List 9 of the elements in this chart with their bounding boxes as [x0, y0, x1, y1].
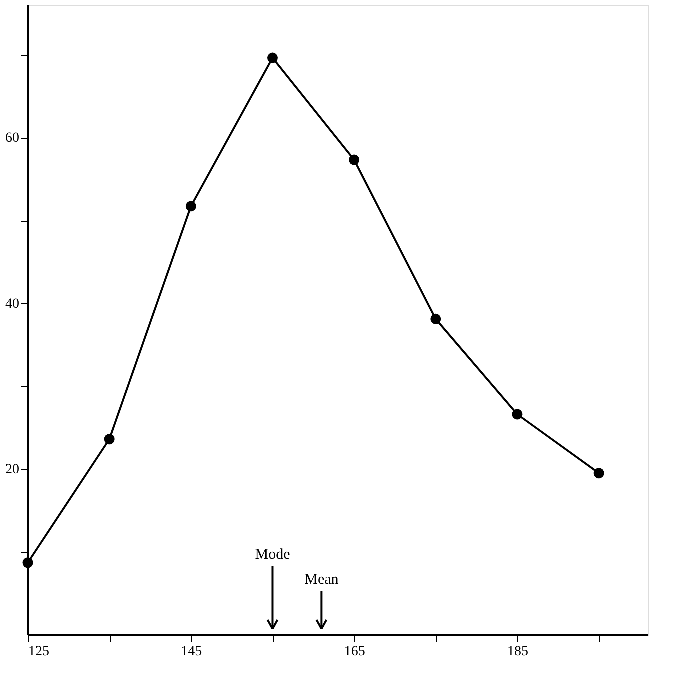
x-tick-label: 145: [181, 644, 202, 660]
y-tick-label: 20: [6, 462, 20, 478]
y-tick-label: 60: [6, 131, 20, 146]
ref-line-label: Mode: [255, 547, 291, 563]
x-tick-label: 165: [344, 644, 366, 660]
y-tick-label: 40: [6, 296, 20, 312]
x-tick-label: 125: [28, 644, 50, 660]
x-tick-label: 185: [507, 644, 528, 660]
ref-line-label: Mean: [304, 572, 340, 588]
